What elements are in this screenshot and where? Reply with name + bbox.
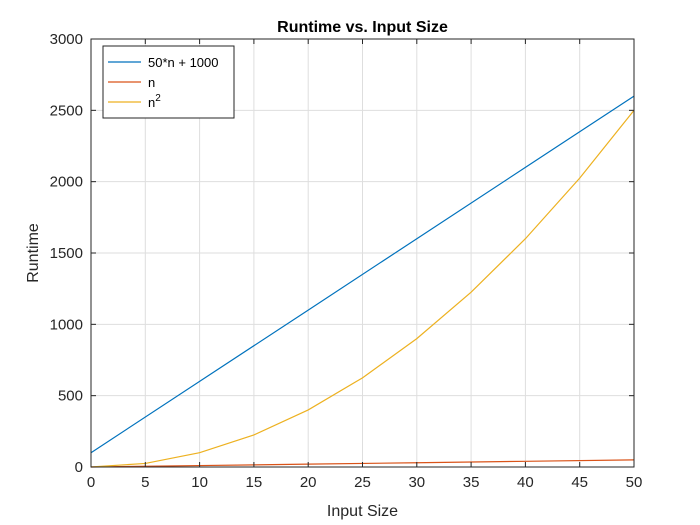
x-tick-label: 40	[517, 474, 534, 491]
x-tick-label: 25	[354, 474, 371, 491]
series-line-1	[90, 95, 635, 454]
x-tick-label: 45	[571, 474, 588, 491]
x-tick-label: 10	[191, 474, 208, 491]
legend-label-2: n	[148, 75, 155, 90]
y-tick-label: 1000	[50, 316, 83, 333]
y-tick-label: 1500	[50, 245, 83, 262]
x-tick-label: 20	[300, 474, 317, 491]
x-tick-label: 0	[87, 474, 95, 491]
legend-label-1: 50*n + 1000	[148, 55, 218, 70]
y-tick-label: 3000	[50, 31, 83, 48]
x-tick-label: 30	[408, 474, 425, 491]
x-tick-label: 50	[626, 474, 643, 491]
y-axis-label: Runtime	[25, 223, 42, 283]
y-tick-label: 500	[58, 388, 83, 405]
y-tick-label: 2000	[50, 174, 83, 191]
x-tick-label: 35	[463, 474, 480, 491]
y-tick-label: 0	[75, 459, 83, 476]
y-tick-label: 2500	[50, 102, 83, 119]
x-axis-label: Input Size	[327, 503, 398, 520]
x-tick-label: 5	[141, 474, 149, 491]
x-tick-label: 15	[246, 474, 263, 491]
ticks: 0 5 10 15 20 25 30 35 40 45 5005001000150020002500…	[50, 31, 643, 491]
series-line-3	[90, 109, 635, 468]
chart-title: Runtime vs. Input Size	[277, 19, 448, 36]
grid	[91, 39, 634, 467]
